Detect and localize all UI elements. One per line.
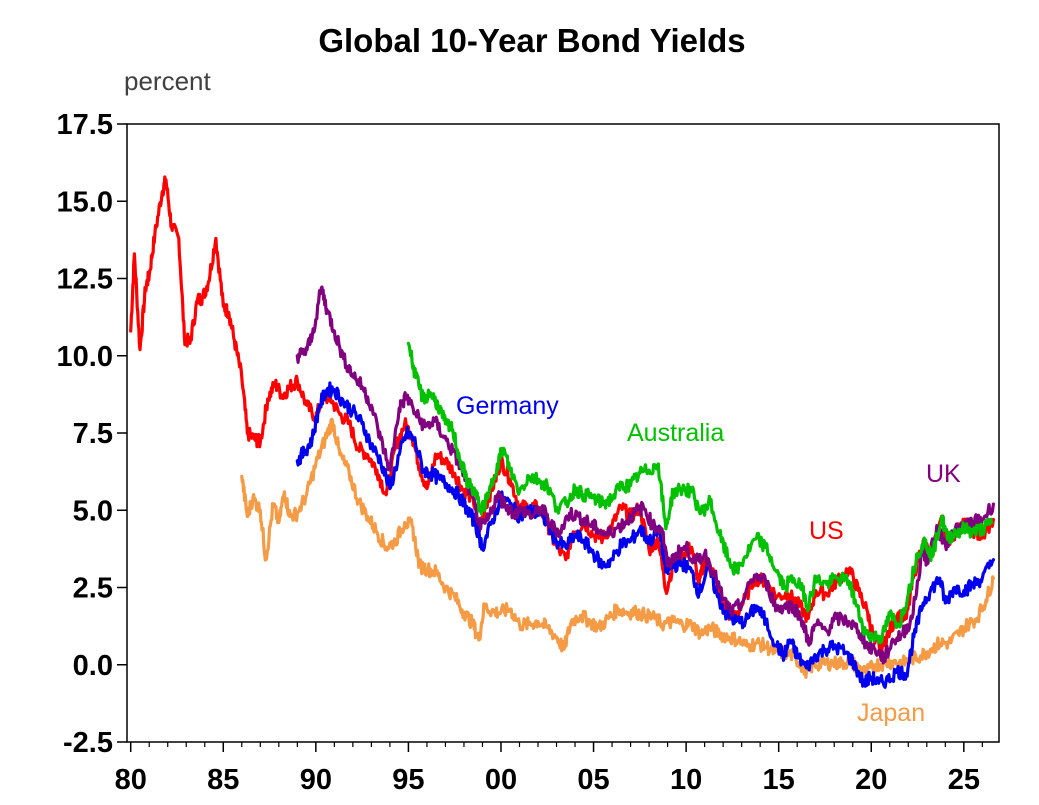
x-tick-label: 80 bbox=[115, 764, 147, 796]
x-tick-label: 05 bbox=[577, 764, 609, 796]
x-tick-label: 20 bbox=[855, 764, 887, 796]
y-tick-label: -2.5 bbox=[63, 727, 113, 759]
y-tick-label: 15.0 bbox=[57, 186, 113, 218]
y-tick-label: 7.5 bbox=[73, 418, 113, 450]
x-tick-label: 10 bbox=[670, 764, 702, 796]
series-labels: Germany Australia US UK Japan bbox=[456, 392, 961, 727]
x-tick-label: 15 bbox=[763, 764, 795, 796]
label-germany: Germany bbox=[456, 392, 559, 420]
y-tick-label: 17.5 bbox=[57, 109, 113, 141]
label-australia: Australia bbox=[627, 419, 724, 447]
series-line-japan bbox=[240, 417, 996, 679]
series-line-australia bbox=[406, 341, 994, 645]
chart-title: Global 10-Year Bond Yields bbox=[318, 22, 745, 59]
x-tick-label: 00 bbox=[485, 764, 517, 796]
series-line-germany bbox=[295, 381, 996, 689]
y-tick-label: 2.5 bbox=[73, 573, 113, 605]
series-line-us bbox=[129, 175, 996, 655]
y-axis-ticks: 17.5 15.0 12.5 10.0 7.5 5.0 2.5 0.0 -2.5 bbox=[57, 109, 127, 759]
x-tick-label: 90 bbox=[300, 764, 332, 796]
x-tick-label: 25 bbox=[948, 764, 980, 796]
series-layer bbox=[129, 175, 996, 689]
label-uk: UK bbox=[926, 460, 961, 488]
x-tick-label: 95 bbox=[392, 764, 424, 796]
y-tick-label: 10.0 bbox=[57, 341, 113, 373]
y-tick-label: 12.5 bbox=[57, 264, 113, 296]
x-axis-ticks: 80 85 90 95 00 05 10 15 20 25 bbox=[115, 742, 983, 796]
x-tick-label: 85 bbox=[207, 764, 239, 796]
label-japan: Japan bbox=[857, 699, 925, 727]
y-axis-unit-label: percent bbox=[124, 66, 211, 96]
y-tick-label: 0.0 bbox=[73, 650, 113, 682]
label-us: US bbox=[809, 517, 844, 545]
series-line-uk bbox=[295, 285, 996, 665]
y-tick-label: 5.0 bbox=[73, 495, 113, 527]
